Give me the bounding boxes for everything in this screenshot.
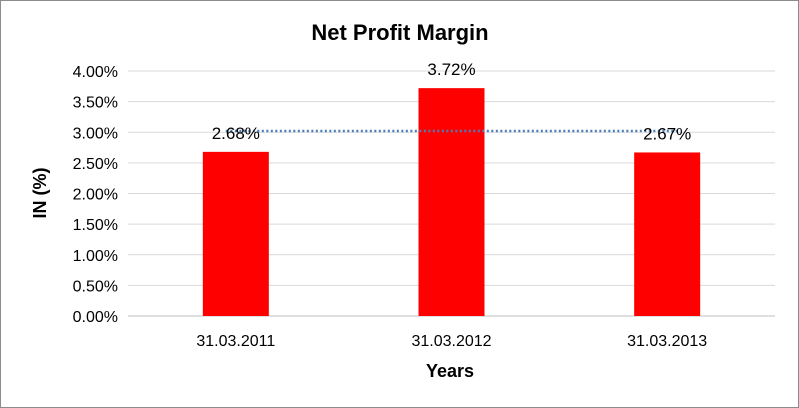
- y-tick-label: 4.00%: [73, 64, 118, 81]
- data-label: 3.72%: [427, 60, 475, 79]
- data-labels: 2.68% 3.72% 2.67%: [212, 60, 692, 143]
- bars: [202, 88, 701, 317]
- x-tick-label: 31.03.2011: [196, 333, 275, 350]
- x-tick-label: 31.03.2013: [627, 333, 707, 350]
- x-tick-label: 31.03.2012: [411, 333, 491, 350]
- y-tick-label: 0.00%: [73, 309, 118, 326]
- y-axis-label: IN (%): [30, 168, 50, 219]
- bar: [634, 152, 701, 316]
- data-label: 2.68%: [212, 124, 260, 143]
- y-axis-ticks: 0.00% 0.50% 1.00% 1.50% 2.00% 2.50% 3.00% 3.50%…: [73, 64, 118, 326]
- y-tick-label: 3.00%: [73, 125, 118, 142]
- bar: [202, 151, 269, 316]
- y-tick-label: 1.50%: [73, 217, 118, 234]
- bar: [418, 88, 485, 317]
- x-axis-ticks: 31.03.2011 31.03.2012 31.03.2013: [196, 333, 707, 350]
- chart-title: Net Profit Margin: [311, 20, 488, 45]
- x-axis-label: Years: [426, 361, 474, 381]
- y-tick-label: 2.50%: [73, 156, 118, 173]
- y-tick-label: 3.50%: [73, 95, 118, 112]
- data-label: 2.67%: [643, 124, 691, 143]
- y-tick-label: 2.00%: [73, 187, 118, 204]
- y-tick-label: 1.00%: [73, 248, 118, 265]
- y-tick-label: 0.50%: [73, 278, 118, 295]
